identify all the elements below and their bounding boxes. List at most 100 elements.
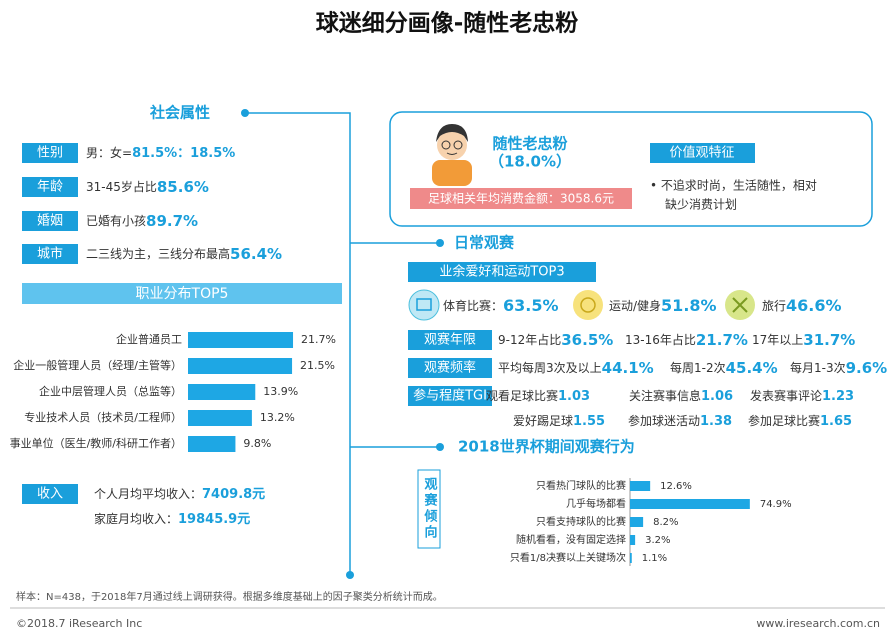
stat-text: 每月1-3次 — [790, 360, 846, 375]
bar-label: 只看热门球队的比赛 — [536, 479, 626, 492]
side-label: 观赛倾向 — [422, 477, 439, 541]
stat: 每月1-3次9.6% — [790, 359, 887, 377]
stat-text: 参加球迷活动 — [628, 413, 700, 428]
label-box — [22, 244, 78, 264]
stat: 17年以上31.7% — [752, 331, 855, 349]
label: 收入 — [37, 487, 63, 502]
stat-text: 13-16年占比 — [625, 332, 696, 347]
bar-label: 事业单位（医生/教师/科研工作者） — [10, 436, 182, 450]
bar-label: 只看1/8决赛以上关键场次 — [510, 551, 626, 564]
bar — [188, 384, 256, 400]
value-label: 13.9% — [263, 385, 298, 398]
side-box — [417, 469, 441, 549]
label-box — [408, 358, 492, 378]
bar — [188, 410, 252, 426]
section-heading: 2018世界杯期间观赛行为 — [458, 438, 635, 456]
stat-text: 运动/健身 — [609, 298, 661, 313]
copyright: ©2018.7 iResearch Inc — [16, 617, 142, 630]
stat-text: 平均每周3次及以上 — [498, 360, 602, 375]
website: www.iresearch.com.cn — [756, 617, 880, 630]
value-label: 12.6% — [660, 481, 692, 492]
stat-value: 1.23 — [822, 389, 854, 404]
bar-label: 几乎每场都看 — [566, 497, 626, 510]
stat-text: 31-45岁占比 — [86, 179, 157, 194]
stat-value: 1.55 — [573, 414, 605, 429]
stat-text: 参加足球比赛 — [748, 413, 820, 428]
bar-label: 企业中层管理人员（总监等） — [39, 384, 182, 398]
connectors — [245, 112, 440, 575]
label-box — [22, 484, 78, 504]
stat-text: 发表赛事评论 — [750, 388, 822, 403]
footnote: 样本：N=438，于2018年7月通过线上调研获得。根据多维度基础上的因子聚类分… — [16, 590, 443, 603]
stat-value: 1.65 — [820, 414, 852, 429]
stat: 9-12年占比36.5% — [498, 331, 613, 349]
stat-text: 二三线为主，三线分布最高 — [86, 246, 230, 261]
stat-value: 31.7% — [803, 331, 855, 349]
stat: 已婚有小孩89.7% — [86, 212, 198, 230]
stat-value: 46.6% — [786, 296, 842, 315]
stat: 参加足球比赛1.65 — [748, 413, 852, 429]
stat-value: 7409.8元 — [202, 487, 265, 502]
stat-text: 关注赛事信息 — [629, 388, 701, 403]
bar — [630, 499, 750, 509]
occupation-title: 职业分布TOP5 — [136, 286, 229, 302]
stat-text: 个人月均平均收入： — [94, 487, 202, 501]
stat-value: 89.7% — [146, 212, 198, 230]
section-heading: 社会属性 — [149, 104, 210, 122]
stat-text: 已婚有小孩 — [86, 214, 146, 228]
value-label: 21.5% — [300, 359, 335, 372]
label: 参与程度TGI — [413, 388, 487, 404]
values-text: • 不追求时尚，生活随性，相对 — [650, 178, 817, 193]
stat-value: 85.6% — [157, 178, 209, 196]
stat-value: 56.4% — [230, 245, 282, 263]
stat: 家庭月均收入：19845.9元 — [94, 511, 250, 527]
stat-text: 观看足球比赛 — [486, 388, 558, 403]
hobbies-title: 业余爱好和运动TOP3 — [439, 264, 564, 280]
section-heading: 日常观赛 — [454, 234, 515, 252]
stat: 参加球迷活动1.38 — [628, 413, 732, 429]
bar — [188, 436, 236, 452]
stat-value: 45.4% — [726, 359, 778, 377]
stat-value: 1.03 — [558, 389, 590, 404]
bar — [630, 535, 636, 545]
stat: 二三线为主，三线分布最高56.4% — [86, 245, 282, 263]
stat-text: 家庭月均收入： — [94, 511, 178, 526]
value-label: 9.8% — [243, 437, 271, 450]
label-box — [22, 143, 78, 163]
bar — [630, 481, 651, 491]
occupation-band — [22, 283, 342, 304]
stat-text: 每周1-2次 — [670, 360, 726, 375]
profile-name: 随性老忠粉 — [492, 135, 567, 153]
stat: 男：女=81.5%：18.5% — [86, 145, 235, 161]
stat: 观看足球比赛1.03 — [486, 388, 590, 404]
bar — [188, 358, 293, 374]
bar-label: 随机看看，没有固定选择 — [516, 533, 626, 546]
bar-label: 企业一般管理人员（经理/主管等） — [13, 358, 182, 372]
label: 性别 — [37, 146, 63, 161]
stat: 发表赛事评论1.23 — [750, 388, 854, 404]
stat: 旅行46.6% — [762, 296, 842, 315]
stat-text: 17年以上 — [752, 333, 803, 347]
profile-share: （18.0%） — [489, 153, 571, 171]
stat: 13-16年占比21.7% — [625, 331, 748, 349]
bar — [630, 517, 644, 527]
bar — [630, 553, 632, 563]
connector-dots — [241, 109, 444, 579]
stat-value: 51.8% — [661, 296, 717, 315]
label: 婚姻 — [37, 214, 63, 229]
stat-text: 体育比赛： — [443, 298, 503, 313]
stat-value: 1.06 — [701, 389, 733, 404]
stat: 个人月均平均收入：7409.8元 — [94, 487, 265, 502]
stat: 体育比赛：63.5% — [443, 296, 559, 315]
value-label: 3.2% — [645, 535, 670, 546]
stat-text: 爱好踢足球 — [513, 414, 573, 428]
spending: 足球相关年均消费金额：3058.6元 — [428, 191, 614, 206]
stat-value: 1.38 — [700, 414, 732, 429]
label: 年龄 — [37, 180, 63, 195]
value-label: 74.9% — [760, 499, 792, 510]
spending-box — [410, 188, 632, 209]
bar-label: 专业技术人员（技术员/工程师） — [24, 410, 182, 424]
stat: 31-45岁占比85.6% — [86, 178, 209, 196]
stat: 每周1-2次45.4% — [670, 359, 778, 377]
